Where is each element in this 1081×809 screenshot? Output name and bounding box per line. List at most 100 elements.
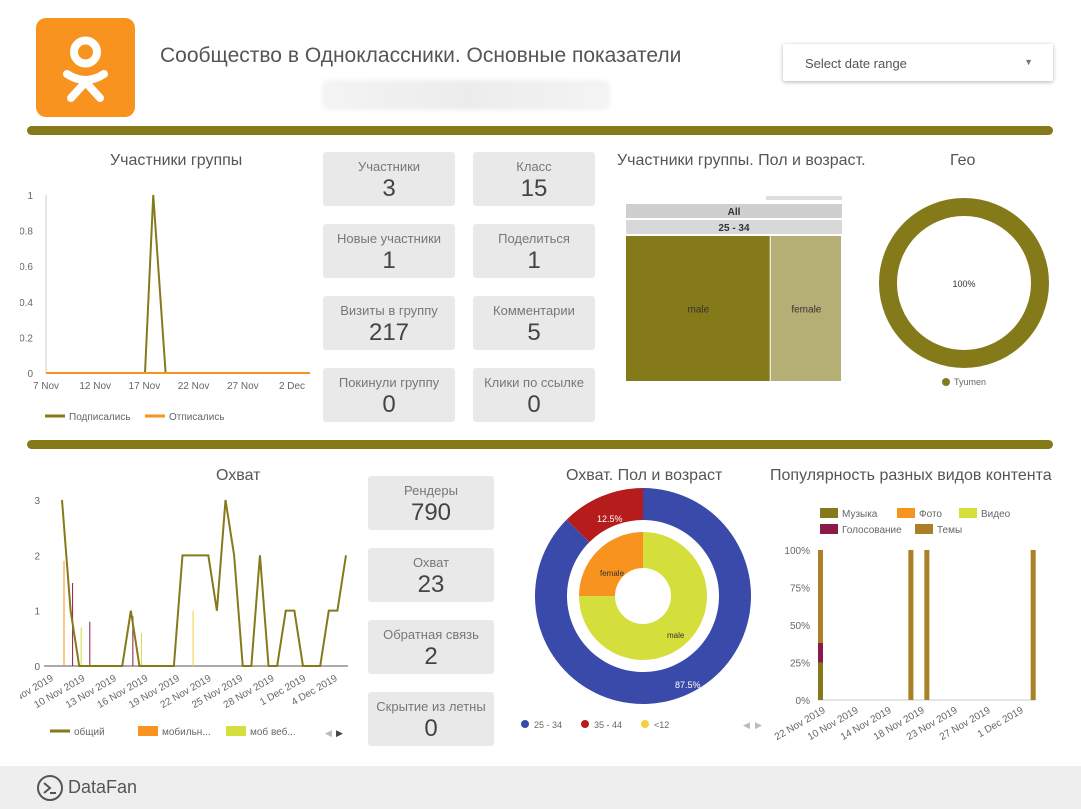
outer-slice-35 - 44 [566,488,643,543]
kpi-grid-bottom: Рендеры 790 Охват 23 Обратная связь 2 Скрытие … [368,476,496,748]
geo-chart-title: Гео [950,152,976,169]
legend-label: Отписались [169,412,225,423]
kpi-card: Новые участники 1 [323,224,455,278]
treemap-cell-label: female [791,305,821,316]
kpi-label: Комментарии [493,303,575,318]
legend-prev-icon: ◀ [743,720,750,730]
kpi-value: 5 [527,319,541,346]
members-demographics-title: Участники группы. Пол и возраст. [617,152,866,169]
treemap-cell-female [770,236,841,381]
members-line-chart: 00.20.40.60.817 Nov 12 Nov 17 Nov 22 Nov 27 … [20,191,310,423]
kpi-value: 0 [424,715,438,742]
inner-slice-male [579,532,707,660]
kpi-label: Обратная связь [383,627,479,642]
kpi-value: 1 [382,247,396,274]
legend-label: Темы [937,525,962,536]
reach-chart-title: Охват [216,467,261,484]
x-tick-label: 22 Nov [178,381,210,392]
inner-slice-label: female [600,569,625,578]
legend-label: 25 - 34 [534,720,562,730]
y-tick-label: 0.2 [20,333,33,344]
footer: DataFan [0,766,1081,809]
legend-prev-icon: ◀ [325,728,332,738]
outer-slice-label: 87.5% [675,680,701,690]
geo-donut-slice [879,198,1049,368]
kpi-card: Скрытие из летны 0 [368,692,494,746]
kpi-card: Охват 23 [368,548,494,602]
y-tick-label: 0 [34,662,40,673]
legend-label: Видео [981,509,1011,520]
legend-swatch [959,508,977,518]
kpi-label: Клики по ссылке [484,375,584,390]
section-divider-middle [27,440,1053,449]
x-tick-label: 12 Nov [79,381,111,392]
footer-brand: DataFan [68,777,138,797]
y-tick-label: 0.4 [20,298,33,309]
legend-swatch [581,720,589,728]
series-line-0 [46,194,310,374]
legend-label: Музыка [842,509,878,520]
x-tick-label: 7 Nov [33,381,59,392]
legend-label: моб веб... [250,726,296,738]
stacked-bar-segment [1030,550,1036,700]
x-tick-label: 27 Nov [227,381,259,392]
legend-swatch [521,720,529,728]
kpi-value: 0 [527,391,541,418]
y-tick-label: 1 [34,607,40,618]
members-chart-title: Участники группы [110,152,243,169]
y-tick-label: 1 [27,191,33,202]
x-tick-label: 17 Nov [129,381,161,392]
kpi-value: 790 [410,499,452,526]
content-popularity-bar-chart: Музыка Фото Видео Голосование Темы 0% 25% 50% 75… [773,508,1036,743]
kpi-card: Покинули группу 0 [323,368,455,422]
kpi-label: Охват [412,555,450,570]
content-popularity-title: Популярность разных видов контента [770,467,1052,484]
y-tick-label: 3 [34,496,40,507]
reach-series-line [61,499,347,667]
legend-swatch [138,726,158,736]
caret-down-icon: ▼ [1024,57,1033,67]
kpi-value: 1 [527,247,541,274]
kpi-card: Комментарии 5 [473,296,595,350]
legend-swatch [942,378,950,386]
legend-label: Tyumen [954,377,986,387]
stacked-bar-segment [924,550,930,700]
legend-swatch [226,726,246,736]
stacked-bar-segment [818,662,823,700]
kpi-card: Обратная связь 2 [368,620,494,674]
treemap-cell-label: male [688,305,710,316]
kpi-label: Визиты в группу [340,303,438,318]
kpi-label: Класс [516,159,552,174]
inner-slice-label: male [667,631,685,640]
legend-next-icon: ▶ [755,720,762,730]
kpi-grid-top: Участники 3 Класс 15 Новые участники 1 Поделит… [323,152,603,427]
legend-label: <12 [654,720,669,730]
date-range-select[interactable]: Select date range ▼ [783,44,1053,81]
kpi-label: Скрытие из летны [376,699,486,714]
legend-label: мобильн... [162,726,211,738]
y-tick-label: 0 [27,369,33,380]
redacted-subtitle [322,80,610,110]
stacked-bar-segment [818,643,823,663]
treemap-level-all [626,204,842,218]
y-tick-label: 50% [790,621,810,632]
y-tick-label: 0.8 [20,227,33,238]
section-divider-top [27,126,1053,135]
kpi-card: Класс 15 [473,152,595,206]
x-tick-label: 2 Dec [279,381,305,392]
kpi-value: 0 [382,391,396,418]
inner-slice-female [579,532,643,596]
kpi-label: Покинули группу [338,375,440,390]
treemap-level-all-label: All [728,207,741,218]
kpi-card: Визиты в группу 217 [323,296,455,350]
kpi-value: 3 [382,175,396,202]
y-tick-label: 0% [796,696,811,707]
treemap-level-age [626,220,842,234]
y-tick-label: 0.6 [20,262,33,273]
treemap-level-age-label: 25 - 34 [718,223,750,234]
kpi-value: 15 [520,175,548,202]
reach-demographics-donut: 87.5% 12.5% female male 25 - 34 35 - 44 <12 ◀ ▶ [521,488,762,730]
legend-label: Голосование [842,525,902,536]
date-range-label: Select date range [805,56,907,71]
kpi-value: 23 [417,571,445,598]
